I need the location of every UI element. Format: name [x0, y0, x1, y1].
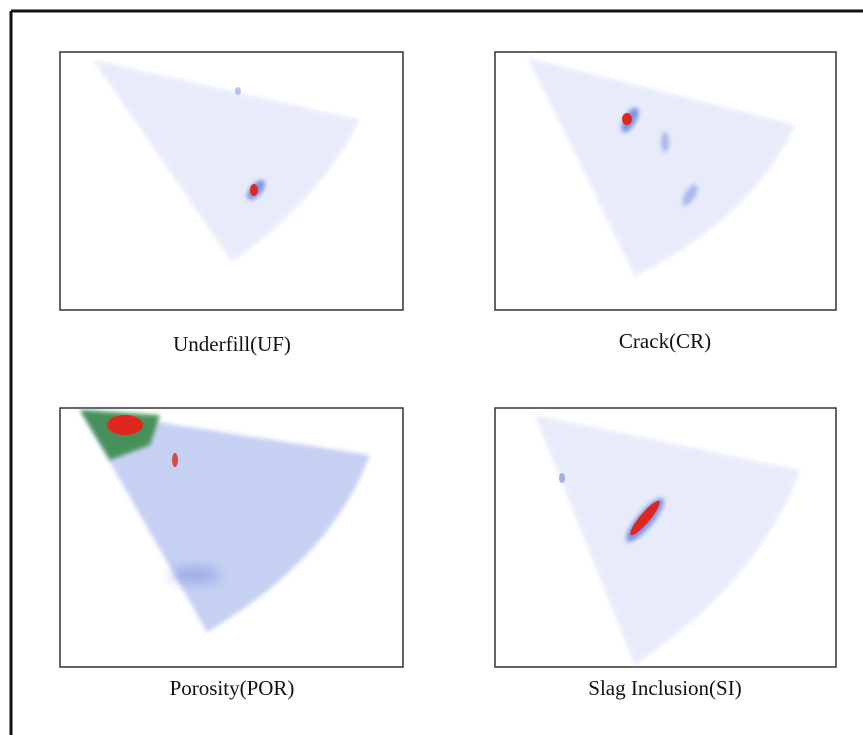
figure: Underfill(UF) Crack(CR) Porosity(POR) Sl… — [0, 0, 863, 735]
caption: Slag Inclusion(SI) — [588, 676, 741, 700]
defect — [622, 113, 632, 125]
panel-porosity: Porosity(POR) — [60, 408, 403, 700]
panel-underfill: Underfill(UF) — [60, 52, 403, 356]
defect — [107, 415, 143, 435]
panel-slag-inclusion: Slag Inclusion(SI) — [495, 408, 836, 700]
defect — [172, 453, 178, 467]
panel-crack: Crack(CR) — [495, 52, 836, 353]
echo — [559, 473, 565, 483]
echo — [235, 87, 241, 95]
caption: Crack(CR) — [619, 329, 711, 353]
caption: Porosity(POR) — [170, 676, 295, 700]
page: Underfill(UF) Crack(CR) Porosity(POR) Sl… — [0, 0, 863, 735]
echo — [170, 567, 220, 583]
echo — [661, 132, 669, 152]
caption: Underfill(UF) — [173, 332, 291, 356]
defect — [250, 184, 258, 196]
